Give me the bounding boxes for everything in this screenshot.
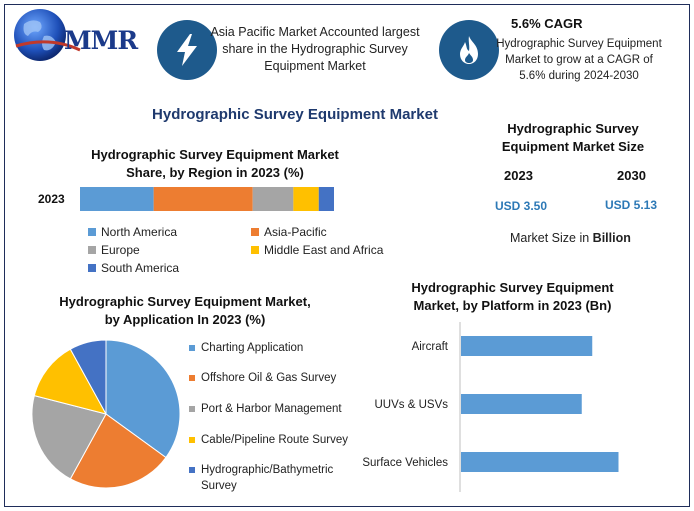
region-bar-segment-asia-pacific xyxy=(153,187,253,211)
legend-swatch xyxy=(189,345,195,351)
legend-label: Hydrographic/Bathymetric Survey xyxy=(201,464,334,492)
market-size-value-2023: USD 3.50 xyxy=(495,199,548,213)
legend-north-america: North America xyxy=(88,223,258,241)
legend-label: Charting Application xyxy=(201,342,304,354)
market-size-year-2023: 2023 xyxy=(504,168,533,183)
market-size-title: Hydrographic Survey Equipment Market Siz… xyxy=(501,121,645,154)
legend-swatch xyxy=(88,228,96,236)
cagr-text: Hydrographic Survey Equipment Market to … xyxy=(496,38,662,82)
legend-label: North America xyxy=(101,225,178,239)
flame-icon xyxy=(460,36,478,64)
pie-slice-port-harbor-management xyxy=(31,394,107,480)
logo-text: MMR xyxy=(64,26,138,55)
region-chart-title: Hydrographic Survey Equipment Market Sha… xyxy=(91,147,339,180)
legend-swatch xyxy=(88,246,96,254)
pie-slice-hydrographic-bathymetric-survey xyxy=(69,339,107,415)
legend-label: Europe xyxy=(101,243,140,257)
info-circle-1 xyxy=(157,20,217,80)
region-year-label: 2023 xyxy=(38,192,65,206)
platform-chart-title: Hydrographic Survey Equipment Market, by… xyxy=(411,280,614,313)
market-size-year-2030: 2030 xyxy=(617,168,646,183)
legend-label: Cable/Pipeline Route Survey xyxy=(201,434,349,446)
market-size-unit: Market Size in Billion xyxy=(510,231,631,245)
pie-slice-charting-application xyxy=(105,339,181,459)
pie-legend-item: Offshore Oil & Gas Survey xyxy=(189,370,364,386)
legend-label: Asia-Pacific xyxy=(264,225,327,239)
cagr-title: 5.6% CAGR xyxy=(511,16,583,31)
platform-category-label: Surface Vehicles xyxy=(362,457,448,469)
region-bar-segment-middle-east-and-africa xyxy=(293,187,319,211)
unit-prefix: Market Size in xyxy=(510,231,593,245)
unit-bold: Billion xyxy=(592,231,631,245)
platform-category-label: UUVs & USVs xyxy=(375,399,449,411)
pie-slice-offshore-oil-gas-survey xyxy=(69,413,167,489)
region-legend-right: Asia-Pacific Middle East and Africa xyxy=(251,223,411,259)
region-bar-segment-europe xyxy=(252,187,294,211)
legend-label: Middle East and Africa xyxy=(264,243,384,257)
legend-asia-pacific: Asia-Pacific xyxy=(251,223,411,241)
pie-legend-item: Port & Harbor Management xyxy=(189,401,364,417)
region-legend-left: North America Europe South America xyxy=(88,223,258,277)
pie-slice-cable-pipeline-route-survey xyxy=(33,348,107,415)
pie-legend-item: Charting Application xyxy=(189,340,364,356)
legend-mea: Middle East and Africa xyxy=(251,241,411,259)
pie-legend-item: Hydrographic/Bathymetric Survey xyxy=(189,462,364,494)
platform-bar-chart: Aircraft UUVs & USVs Surface Vehicles xyxy=(362,322,619,492)
application-pie-chart xyxy=(31,339,181,489)
legend-swatch xyxy=(189,375,195,381)
region-stacked-bar xyxy=(80,187,334,211)
legend-south-america: South America xyxy=(88,259,258,277)
info-text-asia-pacific: Asia Pacific Market Accounted largest sh… xyxy=(210,25,420,73)
platform-category-label: Aircraft xyxy=(412,341,449,353)
platform-bar-surface-vehicles xyxy=(461,452,619,472)
mmr-globe-logo xyxy=(14,9,81,61)
legend-swatch xyxy=(189,437,195,443)
market-size-value-2030: USD 5.13 xyxy=(605,198,658,212)
region-bar-segment-south-america xyxy=(318,187,334,211)
platform-bar-aircraft xyxy=(461,336,593,356)
legend-swatch xyxy=(251,228,259,236)
legend-swatch xyxy=(189,467,195,473)
lightning-bolt-icon xyxy=(177,34,197,66)
application-chart-title: Hydrographic Survey Equipment Market, by… xyxy=(59,294,311,327)
platform-bar-uuvs-usvs xyxy=(461,394,582,414)
main-title: Hydrographic Survey Equipment Market xyxy=(152,106,438,123)
legend-swatch xyxy=(251,246,259,254)
legend-swatch xyxy=(88,264,96,272)
legend-label: Offshore Oil & Gas Survey xyxy=(201,372,337,384)
region-bar-segment-north-america xyxy=(80,187,154,211)
pie-legend-item: Cable/Pipeline Route Survey xyxy=(189,432,364,448)
legend-label: Port & Harbor Management xyxy=(201,403,342,415)
legend-swatch xyxy=(189,406,195,412)
legend-label: South America xyxy=(101,261,180,275)
info-circle-2 xyxy=(439,20,499,80)
legend-europe: Europe xyxy=(88,241,258,259)
